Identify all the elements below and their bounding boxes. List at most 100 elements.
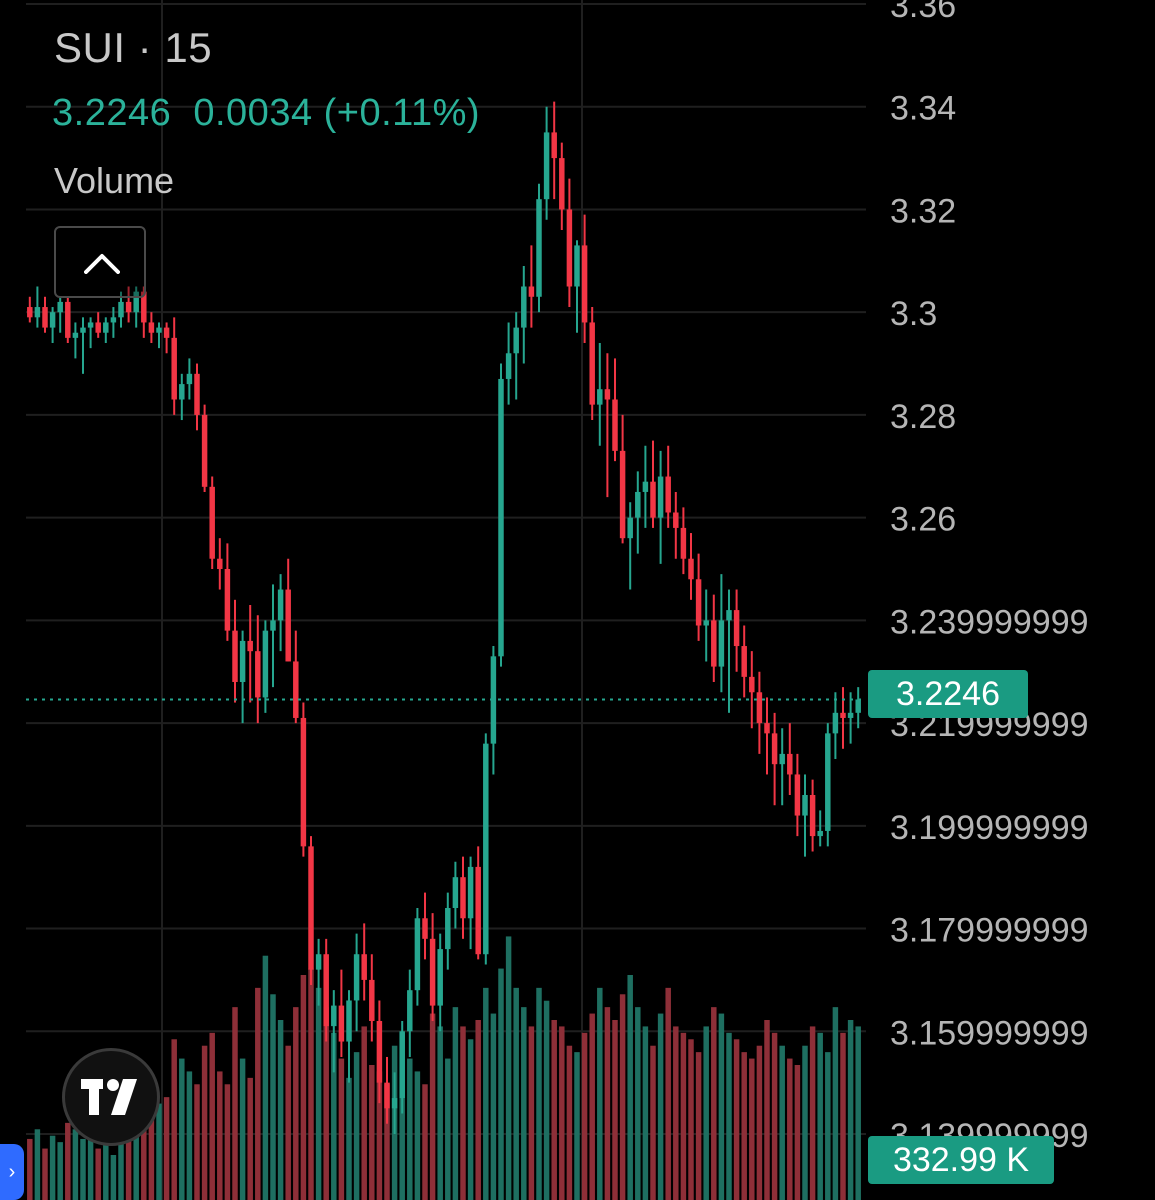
volume-bar — [642, 1026, 649, 1200]
volume-bar — [148, 1116, 155, 1200]
volume-bar — [255, 987, 261, 1200]
volume-bar — [505, 936, 512, 1200]
candle-body — [27, 307, 33, 318]
candle-body — [825, 733, 831, 831]
volume-bar — [802, 1045, 808, 1200]
volume-bar — [528, 1026, 535, 1200]
volume-bar — [179, 1058, 185, 1200]
volume-bar — [566, 1045, 573, 1200]
candle-body — [589, 322, 595, 405]
candle-body — [125, 301, 132, 313]
volume-bar — [171, 1039, 177, 1200]
candle-body — [680, 527, 687, 559]
candle-body — [756, 692, 763, 724]
candle-body — [741, 646, 747, 677]
tradingview-logo-icon[interactable] — [62, 1048, 160, 1146]
candle-body — [832, 712, 839, 734]
candle-body — [840, 712, 846, 718]
volume-bars — [27, 936, 861, 1200]
candle-body — [277, 589, 284, 621]
candle-body — [270, 620, 276, 631]
volume-bar — [467, 1039, 474, 1200]
volume-bar — [429, 1013, 436, 1200]
candle-body — [528, 286, 535, 297]
volume-bar — [756, 1045, 763, 1200]
candle-body — [300, 717, 307, 847]
candle-body — [475, 866, 481, 955]
volume-bar — [163, 1097, 170, 1200]
candle-body — [688, 558, 694, 580]
volume-bar — [543, 1000, 550, 1200]
candle-body — [635, 491, 641, 518]
y-tick-label: 3.36 — [890, 0, 956, 25]
candle-body — [581, 245, 588, 323]
collapse-legend-button[interactable] — [54, 226, 146, 298]
volume-bar — [490, 1013, 497, 1200]
volume-bar — [353, 1052, 360, 1200]
volume-bar — [376, 1071, 383, 1200]
volume-bar — [201, 1045, 208, 1200]
candle-body — [247, 640, 253, 652]
volume-bar — [384, 1084, 390, 1200]
candle-body — [604, 389, 611, 400]
candle-body — [855, 699, 861, 713]
candle-body — [521, 286, 527, 328]
volume-bar — [72, 1129, 79, 1200]
volume-bar — [110, 1155, 117, 1200]
candle-body — [695, 579, 702, 626]
candle-body — [148, 322, 155, 333]
candle-body — [163, 327, 170, 338]
volume-bar — [361, 1026, 367, 1200]
price-change: 0.0034 (+0.11%) — [193, 92, 481, 134]
volume-bar — [779, 1045, 785, 1200]
candle-body — [285, 589, 291, 662]
volume-bar — [673, 1026, 679, 1200]
volume-bar — [323, 1007, 329, 1200]
volume-bar — [809, 1026, 816, 1200]
volume-bar — [300, 975, 307, 1200]
volume-bar — [665, 987, 671, 1200]
candle-body — [353, 954, 360, 1001]
volume-bar — [27, 1138, 33, 1200]
volume-bar — [452, 1007, 459, 1200]
chevron-right-icon[interactable]: › — [0, 1144, 24, 1200]
volume-bar — [475, 1020, 481, 1200]
volume-bar — [847, 1020, 854, 1200]
candle-body — [95, 322, 101, 333]
volume-bar — [262, 955, 269, 1200]
candle-body — [407, 990, 413, 1032]
volume-bar — [346, 1077, 352, 1200]
volume-indicator-label[interactable]: Volume — [54, 160, 175, 201]
candle-body — [437, 949, 443, 1006]
candle-body — [194, 373, 200, 415]
candle-body — [483, 743, 489, 955]
volume-bar — [414, 1071, 421, 1200]
candle-body — [642, 481, 649, 492]
candle-body — [703, 620, 709, 626]
candle-body — [224, 569, 231, 631]
volume-bar — [232, 1007, 238, 1200]
candle-body — [262, 630, 269, 698]
candle-body — [384, 1082, 390, 1109]
price-change-row: 3.2246 0.0034 (+0.11%) — [52, 92, 480, 135]
volume-bar — [604, 1007, 611, 1200]
volume-bar — [483, 987, 489, 1200]
volume-bar — [460, 1026, 466, 1200]
volume-bar — [521, 1007, 527, 1200]
volume-bar — [65, 1122, 71, 1200]
candle-body — [467, 866, 474, 919]
volume-bar — [794, 1065, 801, 1200]
candle-body — [217, 558, 223, 569]
volume-bar — [331, 1032, 337, 1200]
candle-body — [34, 307, 41, 318]
candle-body — [414, 918, 421, 991]
volume-bar — [186, 1071, 193, 1200]
candle-body — [209, 486, 215, 559]
candle-body — [331, 1005, 337, 1027]
y-tick-label: 3.34 — [890, 90, 956, 128]
volume-bar — [733, 1039, 740, 1200]
y-tick-label: 3.26 — [890, 501, 956, 539]
candle-body — [817, 830, 823, 837]
y-tick-label: 3.32 — [890, 192, 956, 230]
